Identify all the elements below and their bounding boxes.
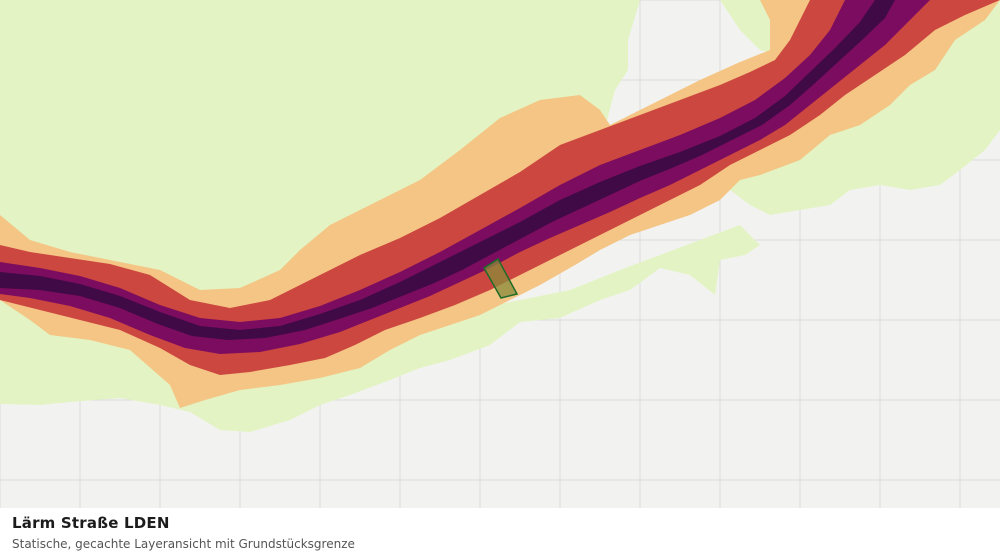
noise-zone-band-5: [0, 0, 895, 340]
noise-map-layer: [0, 0, 1000, 508]
noise-zone-band-4: [0, 0, 930, 354]
noise-zone-band-3: [0, 0, 1000, 375]
map-view[interactable]: [0, 0, 1000, 508]
map-caption: Lärm Straße LDEN Statische, gecachte Lay…: [0, 508, 1000, 560]
layer-title: Lärm Straße LDEN: [12, 514, 170, 532]
property-boundary-parcel[interactable]: [482, 257, 519, 299]
layer-subtitle: Statische, gecachte Layeransicht mit Gru…: [12, 537, 355, 551]
noise-zone-band-1-north: [0, 0, 640, 305]
